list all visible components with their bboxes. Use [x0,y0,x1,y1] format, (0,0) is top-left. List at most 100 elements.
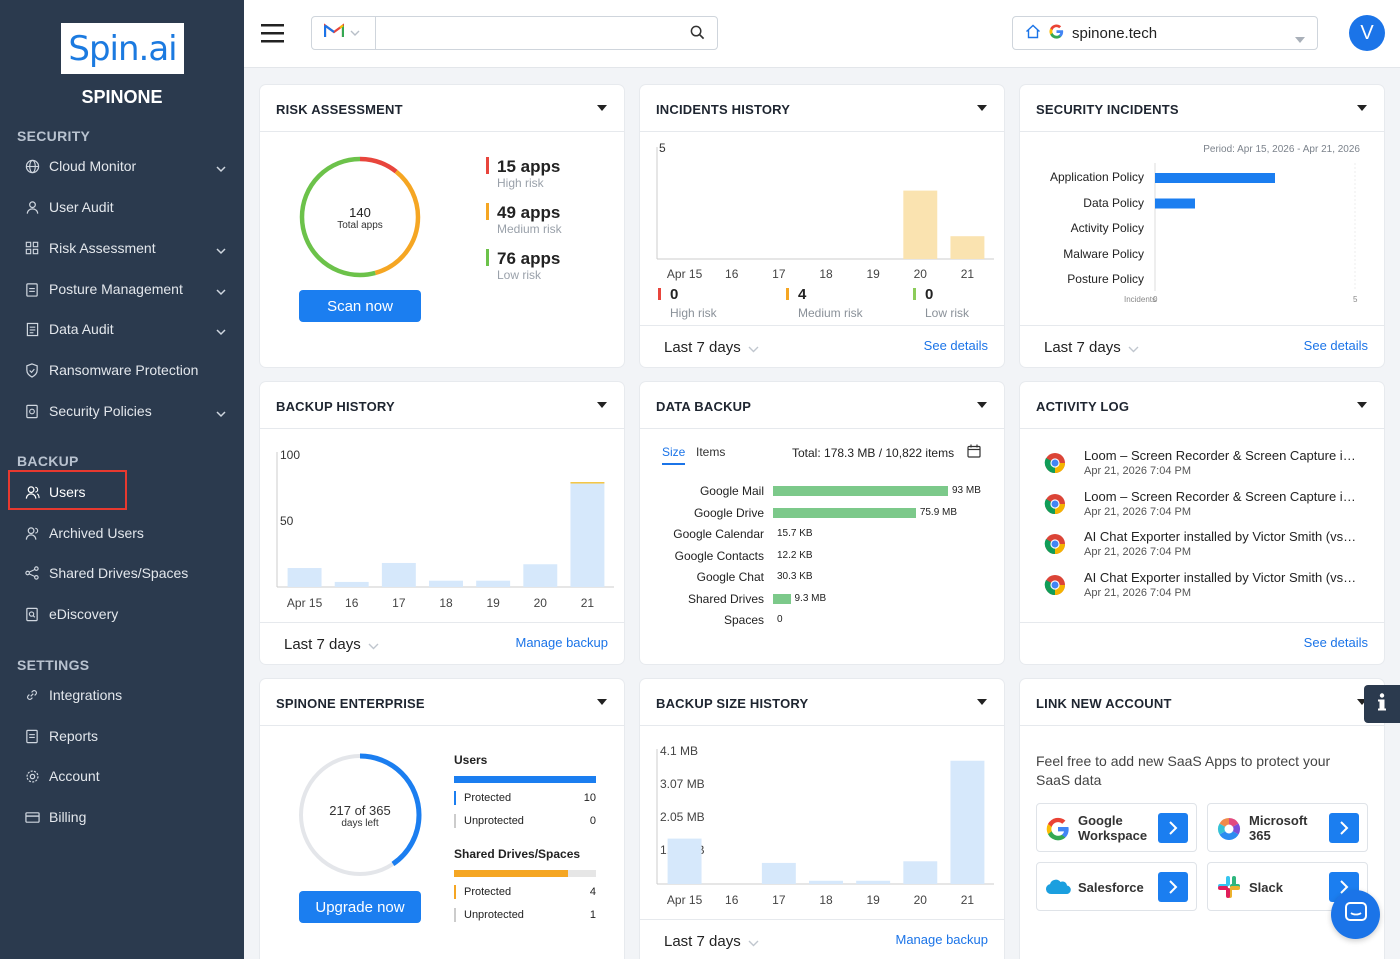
search-input[interactable] [378,18,678,48]
chevron-down-icon [1128,340,1139,357]
backup-bar [287,568,322,587]
sidebar-item-user-audit[interactable]: User Audit [0,189,244,225]
card-header: INCIDENTS HISTORY [640,85,1004,132]
account-name-line1: Google [1078,813,1123,828]
data-source-value: 75.9 MB [919,506,958,518]
activity-log-item[interactable]: AI Chat Exporter installed by Victor Smi… [1042,570,1362,610]
card-menu-caret-icon[interactable] [1357,699,1367,705]
chevron-down-icon [748,340,759,357]
risk-total: 140 [349,205,371,220]
risk-level-label: Medium risk [497,222,562,236]
backup-size-history-card: BACKUP SIZE HISTORY 4.1 MB 3.07 MB 2.05 MB… [640,679,1004,959]
sidebar-item-posture-management[interactable]: Posture Management [0,271,244,307]
card-menu-caret-icon[interactable] [1357,105,1367,111]
sidebar-item-account[interactable]: Account [0,758,244,794]
period-selector[interactable]: Last 7 days [284,636,379,654]
period-selector[interactable]: Last 7 days [1044,339,1139,357]
salesforce-button[interactable]: Salesforce [1036,862,1197,911]
search-icon[interactable] [690,25,705,45]
sidebar-item-cloud-monitor[interactable]: Cloud Monitor [0,148,244,184]
card-menu-caret-icon[interactable] [1357,402,1367,408]
chevron-right-icon[interactable] [1158,813,1188,843]
avatar[interactable]: V [1349,15,1385,51]
axis-label: Incidents [1123,295,1156,304]
risk-segment [299,156,421,278]
backup-size-bar [856,880,891,884]
sidebar-item-shared-drives[interactable]: Shared Drives/Spaces [0,555,244,591]
row-color-marker [454,813,456,828]
info-tab[interactable] [1364,685,1400,723]
period-selector[interactable]: Last 7 days [664,339,759,357]
chrome-icon [1044,493,1066,520]
chevron-right-icon[interactable] [1158,872,1188,902]
risk-color-marker [486,203,489,220]
microsoft-365-button[interactable]: Microsoft 365 [1207,803,1368,852]
card-menu-caret-icon[interactable] [597,699,607,705]
sidebar-item-data-audit[interactable]: Data Audit [0,311,244,347]
see-details-link[interactable]: See details [923,338,988,353]
chat-launcher-button[interactable] [1331,890,1380,939]
backup-bar [381,562,416,587]
card-menu-caret-icon[interactable] [977,105,987,111]
see-details-link[interactable]: See details [1303,338,1368,353]
sidebar-item-reports[interactable]: Reports [0,718,244,754]
sidebar-item-users[interactable]: Users [0,474,244,510]
clipboard-icon [24,281,40,297]
manage-backup-link[interactable]: Manage backup [895,932,988,947]
card-menu-caret-icon[interactable] [977,699,987,705]
sidebar-item-archived-users[interactable]: Archived Users [0,515,244,551]
sidebar-item-ediscovery[interactable]: eDiscovery [0,596,244,632]
manage-backup-link[interactable]: Manage backup [515,635,608,650]
chevron-down-icon [216,242,226,258]
y-axis-max-label: 5 [659,141,666,155]
activity-log-item[interactable]: Loom – Screen Recorder & Screen Capture … [1042,448,1362,488]
card-header: RISK ASSESSMENT [260,85,624,132]
google-icon [1049,24,1064,43]
see-details-link[interactable]: See details [1303,635,1368,650]
sidebar-item-ransomware-protection[interactable]: Ransomware Protection [0,352,244,388]
activity-log-item[interactable]: AI Chat Exporter installed by Victor Smi… [1042,529,1362,569]
card-footer: Last 7 days Manage backup [640,919,1004,959]
card-menu-caret-icon[interactable] [597,105,607,111]
sidebar-item-integrations[interactable]: Integrations [0,677,244,713]
spin-ai-logo[interactable]: Spin.ai [61,23,184,74]
summary-color-marker [658,288,661,300]
sidebar-item-risk-assessment[interactable]: Risk Assessment [0,230,244,266]
upgrade-now-button[interactable]: Upgrade now [299,891,421,923]
tab-items[interactable]: Items [696,445,726,459]
card-header: ACTIVITY LOG [1020,382,1384,429]
globe-icon [24,158,40,174]
sidebar-item-billing[interactable]: Billing [0,799,244,835]
card-title: SECURITY INCIDENTS [1036,102,1179,117]
tab-size[interactable]: Size [662,445,686,465]
policy-icon [24,403,40,419]
risk-level-label: High risk [497,176,544,190]
card-menu-caret-icon[interactable] [597,402,607,408]
backup-total: Total: 178.3 MB / 10,822 items [792,446,955,460]
y-tick-label: 4.1 MB [660,744,699,758]
row-value: 10 [583,792,596,804]
risk-segment [299,156,421,278]
calendar-icon[interactable] [967,444,981,463]
data-source-label: Google Mail [699,484,764,498]
period-selector[interactable]: Last 7 days [664,933,759,951]
domain-selector[interactable]: spinone.tech [1012,16,1318,50]
x-tick-label: 21 [960,893,975,907]
activity-log-item[interactable]: Loom – Screen Recorder & Screen Capture … [1042,489,1362,529]
spinone-enterprise-card: SPINONE ENTERPRISE 217 of 365 days left … [260,679,624,959]
credit-card-icon [24,809,40,825]
sidebar-item-security-policies[interactable]: Security Policies [0,393,244,429]
data-source-value: 12.2 KB [777,549,813,561]
service-selector[interactable] [312,17,376,49]
card-menu-caret-icon[interactable] [977,402,987,408]
domain-name: spinone.tech [1072,24,1158,42]
row-value: 0 [589,814,596,827]
chevron-right-icon[interactable] [1329,813,1359,843]
hamburger-menu-icon[interactable] [261,22,285,49]
incidents-history-chart [656,147,994,260]
google-workspace-button[interactable]: Google Workspace [1036,803,1197,852]
gear-icon [24,768,40,784]
scan-now-button[interactable]: Scan now [299,290,421,322]
card-title: BACKUP HISTORY [276,399,395,414]
x-tick-label: Apr 15 [666,893,703,907]
